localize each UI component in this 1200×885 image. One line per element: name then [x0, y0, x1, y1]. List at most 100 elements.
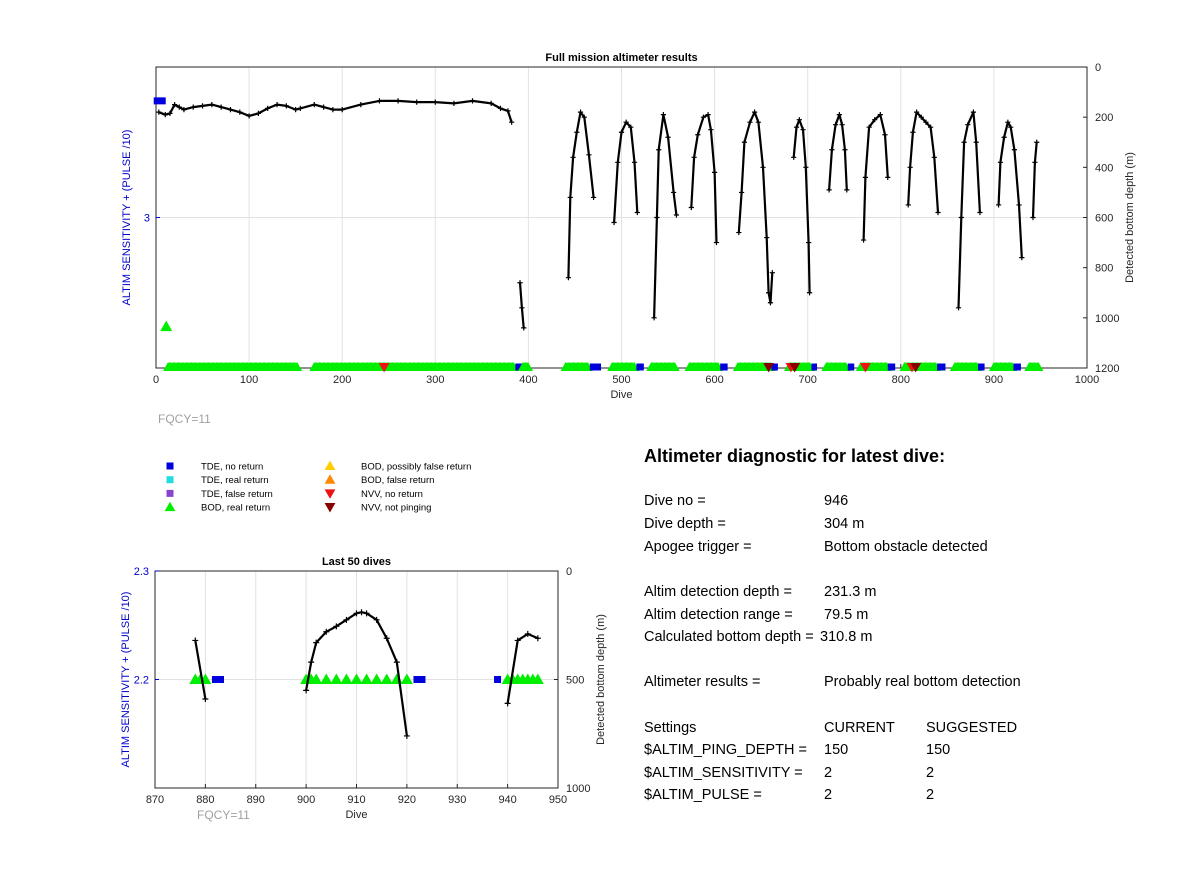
- x-tick-label: 200: [333, 374, 351, 386]
- depth-point: [764, 234, 770, 241]
- depth-series-line: [194, 640, 207, 700]
- depth-point: [651, 315, 657, 321]
- depth-point: [995, 202, 1002, 208]
- depth-point: [631, 159, 638, 165]
- setting-suggested: 2: [926, 787, 935, 803]
- last-50-dives-chart: 870 880 890 900 910 920 930 940 950 2.2 2.3 0 500 100…: [120, 556, 607, 821]
- legend-marker: [324, 489, 336, 499]
- diag-label: Dive depth =: [644, 516, 726, 532]
- depth-point: [769, 270, 775, 276]
- depth-point: [353, 610, 360, 617]
- nvv-marker: [378, 362, 390, 373]
- depth-series-line: [613, 121, 639, 223]
- depth-point: [914, 109, 920, 115]
- depth-point: [910, 129, 916, 135]
- depth-point: [414, 99, 420, 105]
- diag-value: Bottom obstacle detected: [824, 539, 988, 555]
- depth-point: [713, 239, 720, 246]
- depth-point: [393, 659, 400, 666]
- depth-point: [586, 152, 592, 158]
- depth-point: [623, 119, 629, 125]
- legend-label: BOD, real return: [201, 503, 270, 514]
- setting-marker: [390, 673, 403, 684]
- depth-point: [432, 99, 438, 105]
- depth-point: [192, 637, 199, 644]
- setting-marker: [531, 673, 544, 684]
- depth-point: [297, 105, 303, 111]
- depth-series-line: [1031, 142, 1038, 218]
- depth-point: [839, 122, 845, 128]
- depth-point: [796, 117, 802, 123]
- y-left-axis-label: ALTIM SENSITIVITY + (PULSE /10): [121, 130, 133, 306]
- y-left-tick-label: 2.2: [134, 675, 149, 687]
- diag-label: Altim detection range =: [644, 607, 793, 623]
- legend-label: NVV, not pinging: [361, 503, 431, 514]
- diag-value: 231.3 m: [824, 584, 877, 600]
- y-left-tick-label: 2.3: [134, 566, 149, 578]
- depth-point: [358, 609, 365, 616]
- depth-point: [806, 290, 813, 296]
- depth-point: [451, 100, 457, 106]
- depth-point: [1030, 214, 1036, 221]
- depth-point: [970, 109, 977, 115]
- depth-point: [181, 107, 187, 113]
- y-right-tick-label: 1200: [1095, 363, 1119, 375]
- depth-point: [806, 239, 812, 246]
- x-tick-label: 930: [448, 794, 466, 806]
- depth-point: [656, 147, 662, 153]
- setting-marker: [380, 673, 393, 684]
- status-band: [720, 363, 728, 371]
- setting-marker: [211, 676, 219, 683]
- x-tick-label: 800: [892, 374, 910, 386]
- depth-point: [534, 635, 541, 642]
- depth-point: [885, 174, 891, 180]
- settings-current-header: CURRENT: [824, 720, 895, 736]
- status-band: [771, 363, 778, 371]
- depth-point: [860, 237, 867, 243]
- x-tick-label: 1000: [1075, 374, 1099, 386]
- depth-point: [320, 104, 327, 110]
- x-tick-label: 0: [153, 374, 159, 386]
- y-right-tick-label: 600: [1095, 213, 1113, 225]
- depth-point: [237, 109, 243, 115]
- depth-point: [521, 325, 527, 331]
- x-tick-label: 500: [612, 374, 630, 386]
- diag-value: Probably real bottom detection: [824, 674, 1021, 690]
- depth-point: [844, 187, 850, 193]
- setting-marker: [350, 673, 363, 684]
- status-band: [589, 363, 602, 371]
- depth-point: [227, 107, 234, 113]
- depth-point: [842, 147, 848, 153]
- depth-point: [156, 109, 162, 115]
- y-right-tick-label: 0: [566, 566, 572, 578]
- setting-marker: [340, 673, 353, 684]
- diag-label: Altimeter results =: [644, 674, 761, 690]
- chart-title: Full mission altimeter results: [545, 52, 697, 64]
- depth-point: [497, 105, 504, 111]
- diag-label: Dive no =: [644, 493, 706, 509]
- full-mission-chart: 0 100 200 300 400 500 600 700 800 900 1000 3 0 200 400…: [121, 52, 1136, 401]
- depth-point: [1005, 119, 1011, 125]
- y-right-tick-label: 800: [1095, 263, 1113, 275]
- depth-point: [793, 124, 800, 130]
- depth-point: [665, 134, 671, 140]
- diag-value: 304 m: [824, 516, 865, 532]
- depth-point: [565, 275, 572, 281]
- x-axis-label: Dive: [345, 809, 367, 821]
- y-right-axis-label: Detected bottom depth (m): [1124, 152, 1136, 283]
- depth-point: [1001, 134, 1007, 140]
- x-tick-label: 700: [799, 374, 817, 386]
- depth-point: [581, 114, 587, 120]
- depth-point: [712, 169, 718, 175]
- depth-point: [741, 139, 747, 145]
- setting-marker: [320, 673, 333, 684]
- setting-marker: [413, 676, 421, 683]
- status-band: [811, 363, 818, 371]
- legend-marker: [166, 462, 174, 470]
- y-left-axis-label: ALTIM SENSITIVITY + (PULSE /10): [120, 592, 132, 768]
- depth-point: [274, 102, 280, 108]
- depth-point: [866, 124, 872, 130]
- depth-series-line: [567, 111, 595, 278]
- depth-point: [862, 174, 869, 180]
- legend-label: TDE, no return: [201, 462, 263, 473]
